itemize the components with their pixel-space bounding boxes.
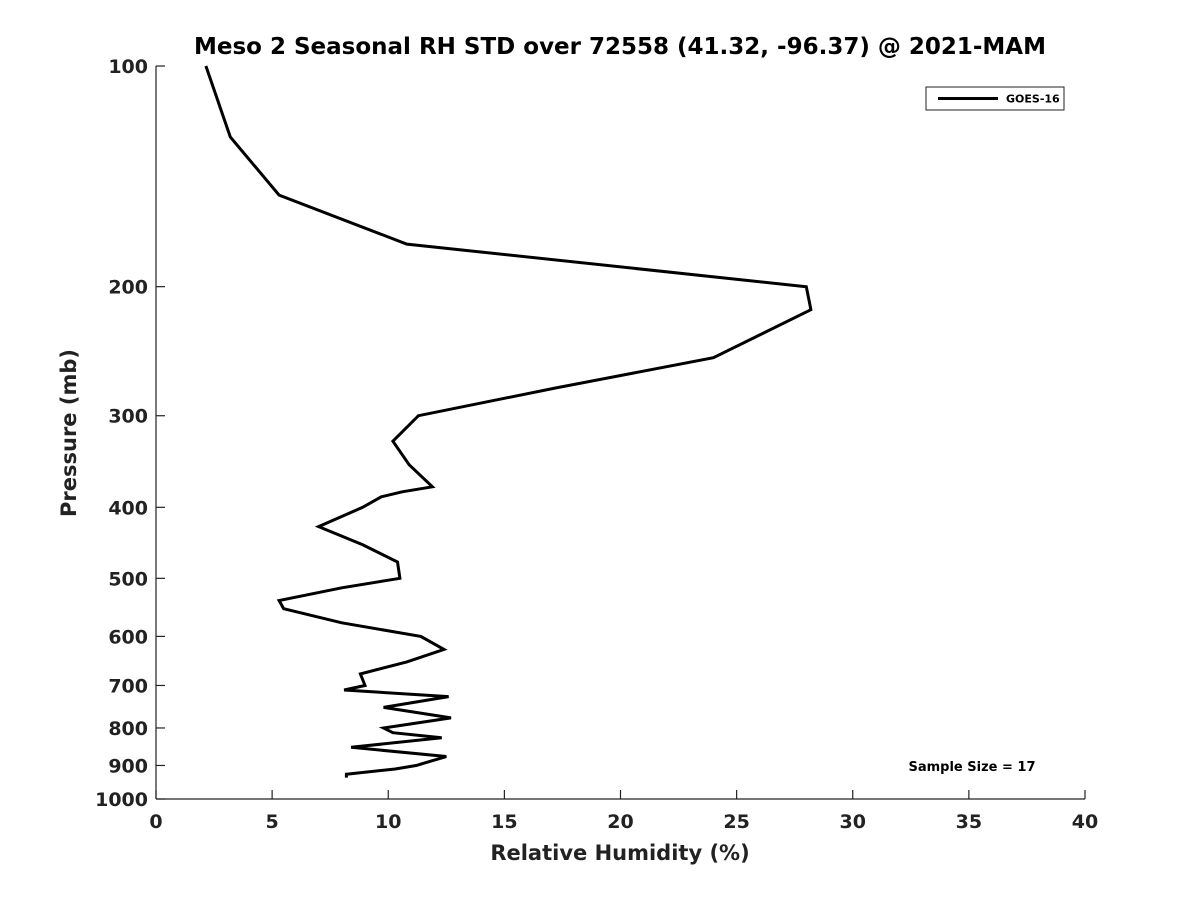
y-tick-label: 1000 [95,789,148,811]
y-tick-label: 800 [108,718,148,740]
y-tick-label: 600 [108,626,148,648]
x-tick-label: 30 [840,811,866,833]
y-tick-label: 900 [108,755,148,777]
x-tick-label: 20 [607,811,633,833]
x-tick-label: 15 [491,811,517,833]
x-tick-label: 25 [723,811,749,833]
y-tick-label: 300 [108,406,148,428]
y-tick-label: 700 [108,675,148,697]
y-tick-label: 100 [108,56,148,78]
x-tick-label: 35 [956,811,982,833]
y-tick-label: 400 [108,497,148,519]
x-tick-label: 0 [149,811,162,833]
chart-title: Meso 2 Seasonal RH STD over 72558 (41.32… [194,34,1046,60]
sample-size-annotation: Sample Size = 17 [908,760,1035,775]
x-tick-label: 10 [375,811,401,833]
x-tick-label: 5 [266,811,279,833]
series-line-goes-16 [204,65,813,778]
legend-label: GOES-16 [1006,93,1060,106]
legend: GOES-16 [925,86,1065,111]
x-tick-label: 40 [1072,811,1098,833]
axes: 0 5 10 15 20 25 30 35 40 100 200 300 400 500 600 700 800… [95,56,1098,833]
y-axis-label: Pressure (mb) [57,349,81,517]
y-tick-label: 200 [108,277,148,299]
x-axis-label: Relative Humidity (%) [490,841,749,865]
y-tick-label: 500 [108,568,148,590]
